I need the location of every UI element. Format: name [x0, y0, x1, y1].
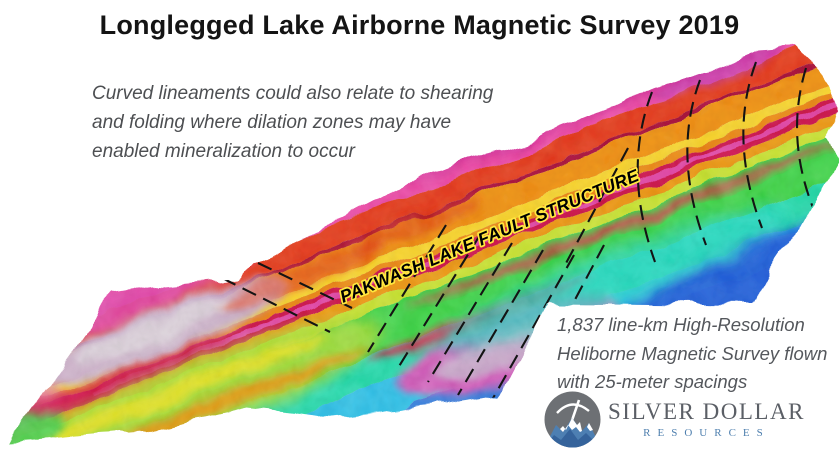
company-logo: SILVER DOLLAR RESOURCES — [544, 391, 805, 448]
logo-mountain-icon — [544, 391, 601, 448]
annotation-line: Curved lineaments could also relate to s… — [92, 83, 494, 104]
lineament-annotation: Curved lineaments could also relate to s… — [92, 79, 512, 166]
annotation-line: enabled mineralization to occur — [92, 141, 355, 162]
survey-spec-note: 1,837 line-km High-Resolution Heliborne … — [557, 311, 827, 397]
survey-note-line: 1,837 line-km High-Resolution — [557, 314, 805, 335]
page-title: Longlegged Lake Airborne Magnetic Survey… — [99, 10, 740, 40]
logo-wordmark: SILVER DOLLAR RESOURCES — [608, 399, 805, 440]
survey-note-line: with 25-meter spacings — [557, 371, 748, 392]
curved-lineaments — [221, 61, 817, 401]
annotation-line: and folding where dilation zones may hav… — [92, 112, 452, 133]
logo-division-name: RESOURCES — [643, 427, 770, 439]
survey-note-line: Heliborne Magnetic Survey flown — [557, 342, 828, 364]
logo-company-name: SILVER DOLLAR — [608, 399, 805, 424]
